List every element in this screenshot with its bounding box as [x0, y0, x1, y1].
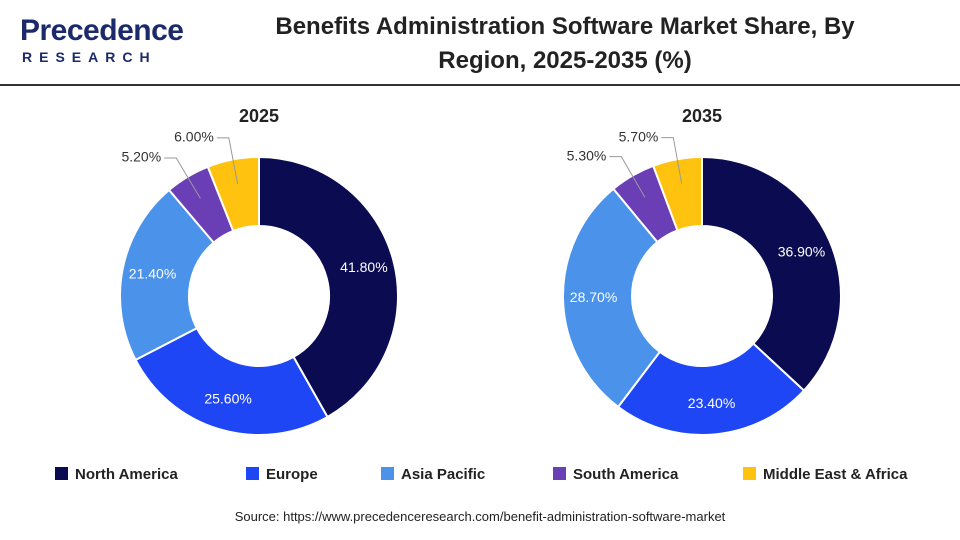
legend-swatch — [55, 467, 68, 480]
divider — [0, 84, 960, 86]
donut-slice — [562, 187, 662, 409]
donut-slice — [616, 342, 806, 436]
legend-label: Europe — [266, 466, 318, 483]
data-label: 23.40% — [688, 395, 735, 411]
logo-sub: RESEARCH — [22, 49, 157, 65]
leader-line — [661, 137, 683, 184]
chart-subtitle: 2025 — [239, 106, 279, 126]
data-label: 25.60% — [204, 391, 251, 407]
data-label: 28.70% — [570, 289, 617, 305]
logo: Precedence — [20, 14, 184, 47]
legend-swatch — [553, 467, 566, 480]
data-label: 36.90% — [778, 243, 825, 259]
donut-slice — [651, 155, 703, 232]
donut-slice — [258, 155, 399, 419]
legend-label: Asia Pacific — [401, 466, 485, 483]
chart-subtitle: 2035 — [682, 106, 722, 126]
legend-label: Middle East & Africa — [763, 466, 908, 483]
data-label: 21.40% — [129, 266, 176, 282]
data-label: 6.00% — [174, 129, 214, 145]
data-label: 5.70% — [619, 128, 659, 144]
legend-swatch — [381, 467, 394, 480]
donut-slice — [701, 155, 842, 392]
legend-swatch — [743, 467, 756, 480]
source: Source: https://www.precedenceresearch.c… — [234, 509, 726, 524]
donut-slice — [134, 326, 329, 436]
leader-line — [216, 137, 239, 185]
data-label: 5.20% — [121, 149, 161, 165]
data-label: 41.80% — [340, 259, 387, 275]
legend-swatch — [246, 467, 259, 480]
donut-slice — [119, 188, 216, 362]
leader-line — [609, 156, 646, 198]
legend-label: North America — [75, 466, 178, 483]
donut-slice — [206, 155, 260, 233]
leader-line — [164, 157, 201, 199]
legend-label: South America — [573, 466, 679, 483]
data-label: 5.30% — [567, 147, 607, 163]
chart-title: Benefits Administration Software Market … — [275, 13, 855, 74]
